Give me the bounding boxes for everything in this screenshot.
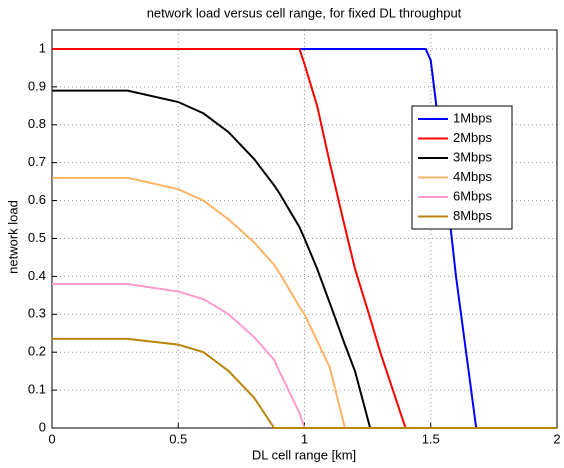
x-axis-label: DL cell range [km] — [252, 447, 356, 462]
x-tick-label: 1.5 — [422, 431, 440, 446]
legend-label: 1Mbps — [453, 110, 493, 125]
y-tick-label: 0.9 — [28, 78, 46, 93]
y-tick-label: 0.6 — [28, 192, 46, 207]
legend-label: 3Mbps — [453, 149, 493, 164]
legend-label: 6Mbps — [453, 188, 493, 203]
legend-label: 8Mbps — [453, 208, 493, 223]
y-axis-label: network load — [5, 200, 20, 274]
y-tick-label: 0 — [39, 419, 46, 434]
y-tick-label: 0.8 — [28, 116, 46, 131]
legend-box — [411, 105, 513, 230]
legend-label: 2Mbps — [453, 130, 493, 145]
y-tick-label: 0.5 — [28, 230, 46, 245]
legend-label: 4Mbps — [453, 169, 493, 184]
series-line — [52, 337, 557, 429]
y-tick-label: 0.3 — [28, 306, 46, 321]
x-tick-label: 2 — [553, 431, 560, 446]
x-tick-label: 0 — [48, 431, 55, 446]
y-tick-label: 0.1 — [28, 382, 46, 397]
y-tick-label: 1 — [39, 40, 46, 55]
x-tick-label: 0.5 — [169, 431, 187, 446]
y-tick-label: 0.4 — [28, 268, 46, 283]
x-tick-label: 1 — [301, 431, 308, 446]
y-tick-label: 0.2 — [28, 344, 46, 359]
y-tick-label: 0.7 — [28, 154, 46, 169]
chart-title: network load versus cell range, for fixe… — [147, 5, 462, 20]
